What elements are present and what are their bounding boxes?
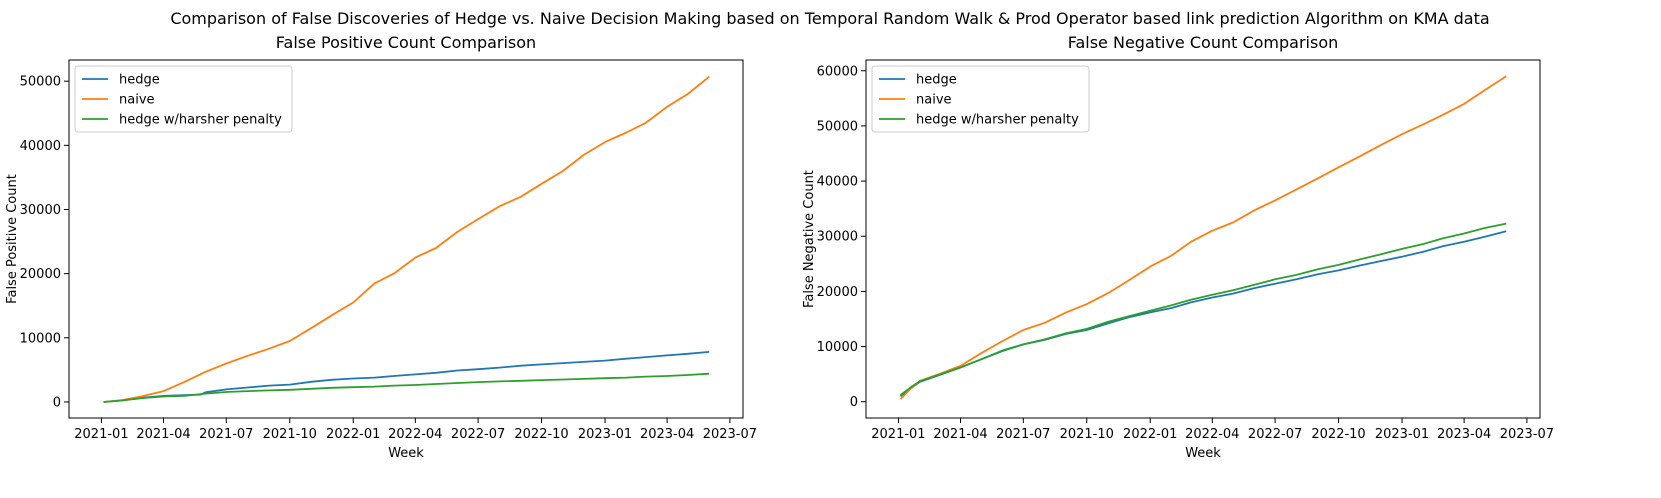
chart2-ytick-label: 60000	[817, 64, 858, 79]
chart1-xtick-label: 2021-07	[199, 427, 253, 442]
chart1-ytick-label: 30000	[20, 203, 61, 218]
chart1-xtick-label: 2022-01	[326, 427, 380, 442]
chart2-title: False Negative Count Comparison	[1068, 33, 1339, 52]
chart1-xtick-label: 2023-07	[703, 427, 757, 442]
chart2-xtick-label: 2021-01	[871, 427, 925, 442]
chart2-xtick-label: 2023-04	[1437, 427, 1491, 442]
chart1-ytick-label: 50000	[20, 75, 61, 90]
chart1-xlabel: Week	[388, 446, 424, 461]
chart2-xlabel: Week	[1185, 446, 1221, 461]
chart1-legend: hedge naive hedge w/harsher penalty	[74, 65, 293, 133]
chart2-legend-box	[871, 65, 1090, 133]
chart1-ytick-label: 10000	[20, 331, 61, 346]
chart2-ytick-label: 40000	[817, 175, 858, 190]
chart2-legend-label-naive: naive	[916, 93, 952, 108]
chart2-legend-label-hedge-w-harsher-penalty: hedge w/harsher penalty	[916, 113, 1079, 128]
chart2-frame	[865, 59, 1541, 419]
chart1-xtick-label: 2022-07	[451, 427, 505, 442]
chart1-legend-box	[74, 65, 293, 133]
chart1-legend-label-naive: naive	[119, 93, 155, 108]
chart2-line-hedge	[899, 230, 1507, 397]
chart2-line-naive	[899, 75, 1507, 400]
chart2-legend: hedge naive hedge w/harsher penalty	[871, 65, 1090, 133]
chart1-line-naive	[103, 76, 710, 403]
chart2-line-hedge-w-harsher-penalty	[899, 222, 1507, 396]
chart1-title: False Positive Count Comparison	[276, 33, 536, 52]
chart1-ytick-label: 20000	[20, 267, 61, 282]
chart1-xtick-label: 2023-04	[640, 427, 694, 442]
chart2-ytick-label: 10000	[817, 340, 858, 355]
chart2-xtick-label: 2021-10	[1060, 427, 1114, 442]
false-negative-chart: False Negative Count Comparison 2021-01 20…	[802, 33, 1554, 461]
chart2-legend-label-hedge: hedge	[916, 73, 957, 88]
chart2-ytick-label: 0	[850, 395, 858, 410]
chart1-ylabel: False Positive Count	[5, 174, 20, 304]
chart1-line-hedge-w-harsher-penalty	[103, 372, 710, 403]
chart2-xtick-label: 2021-04	[933, 427, 987, 442]
chart2-xtick-label: 2022-01	[1123, 427, 1177, 442]
chart1-ytick-label: 40000	[20, 139, 61, 154]
chart2-ylabel: False Negative Count	[802, 170, 817, 308]
chart2-series-group	[899, 75, 1507, 400]
chart1-legend-label-hedge-w-harsher-penalty: hedge w/harsher penalty	[119, 113, 282, 128]
chart1-frame	[68, 59, 744, 419]
chart1-xtick-label: 2021-04	[136, 427, 190, 442]
chart1-xtick-label: 2022-10	[514, 427, 568, 442]
chart2-xtick-label: 2022-04	[1185, 427, 1239, 442]
chart2-ytick-label: 50000	[817, 119, 858, 134]
chart2-ytick-label: 20000	[817, 285, 858, 300]
chart2-xtick-label: 2022-07	[1248, 427, 1302, 442]
chart1-legend-label-hedge: hedge	[119, 73, 160, 88]
chart1-xtick-label: 2021-01	[74, 427, 128, 442]
chart1-xtick-label: 2022-04	[388, 427, 442, 442]
chart1-ytick-label: 0	[53, 395, 61, 410]
chart1-xtick-label: 2021-10	[263, 427, 317, 442]
chart2-xtick-label: 2022-10	[1311, 427, 1365, 442]
chart1-series-group	[103, 76, 710, 403]
chart1-xtick-label: 2023-01	[578, 427, 632, 442]
chart2-xtick-label: 2023-07	[1500, 427, 1554, 442]
figure-suptitle: Comparison of False Discoveries of Hedge…	[170, 9, 1489, 28]
chart2-xtick-label: 2023-01	[1375, 427, 1429, 442]
chart2-ytick-label: 30000	[817, 230, 858, 245]
false-positive-chart: False Positive Count Comparison 2021-01 20…	[5, 33, 757, 461]
chart2-xtick-label: 2021-07	[996, 427, 1050, 442]
